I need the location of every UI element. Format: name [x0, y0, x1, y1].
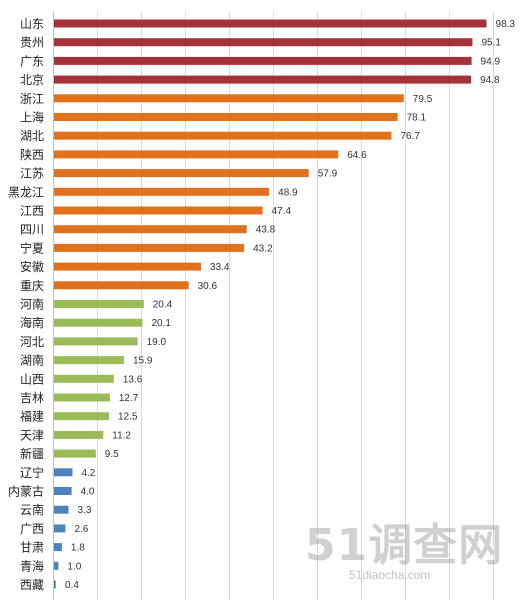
value-label: 4.0 — [81, 487, 95, 498]
category-label: 云南 — [20, 502, 44, 517]
bar — [54, 449, 96, 458]
bar — [54, 374, 114, 383]
value-label: 33.4 — [210, 262, 230, 273]
value-label: 48.9 — [278, 187, 298, 198]
category-label: 内蒙古 — [8, 484, 44, 499]
value-label: 95.1 — [481, 38, 501, 49]
bar — [54, 505, 69, 514]
category-label: 辽宁 — [20, 465, 44, 480]
category-label: 上海 — [20, 110, 44, 125]
value-label: 1.8 — [71, 543, 85, 554]
category-label: 海南 — [20, 315, 44, 330]
category-label: 天津 — [20, 428, 44, 442]
category-label: 山西 — [20, 372, 44, 386]
category-label: 江西 — [20, 204, 44, 218]
value-label: 11.2 — [112, 430, 131, 441]
value-labels: 98.3 95.1 94.9 94.8 79.5 78.1 76.7 64.6 57.9 48.9… — [65, 19, 515, 591]
value-label: 94.8 — [480, 75, 500, 86]
bar — [54, 262, 201, 271]
category-label: 广东 — [20, 54, 44, 68]
value-label: 43.8 — [256, 225, 276, 236]
bar — [54, 56, 472, 65]
bar — [54, 412, 109, 421]
bars — [54, 19, 487, 589]
category-label: 江苏 — [20, 167, 44, 181]
value-label: 13.6 — [123, 374, 143, 385]
category-label: 黑龙江 — [8, 185, 44, 199]
value-label: 12.5 — [118, 412, 138, 423]
bar — [54, 281, 189, 290]
value-label: 98.3 — [496, 19, 516, 30]
value-label: 79.5 — [413, 94, 433, 105]
bar — [54, 487, 72, 495]
category-label: 陕西 — [20, 147, 44, 162]
value-label: 64.6 — [347, 150, 367, 161]
bar — [54, 300, 144, 308]
value-label: 4.2 — [81, 468, 95, 479]
bar — [54, 543, 62, 552]
category-label: 河北 — [20, 335, 44, 349]
bar — [54, 150, 339, 159]
value-label: 94.9 — [481, 56, 501, 67]
bar — [54, 430, 104, 439]
bar — [54, 94, 404, 103]
category-label: 北京 — [20, 73, 44, 87]
value-label: 43.2 — [253, 243, 273, 254]
category-label: 福建 — [20, 409, 44, 424]
value-label: 30.6 — [198, 281, 218, 292]
bar — [54, 393, 110, 402]
category-label: 宁夏 — [20, 240, 44, 255]
bar — [54, 206, 263, 215]
value-label: 76.7 — [400, 131, 420, 142]
bar — [54, 561, 59, 570]
bar — [54, 38, 473, 47]
bar — [54, 113, 398, 121]
grid-lines — [53, 12, 494, 600]
category-label: 湖南 — [20, 353, 44, 368]
category-label: 青海 — [20, 558, 44, 573]
value-label: 1.0 — [67, 561, 81, 572]
category-label: 河南 — [20, 297, 44, 312]
value-label: 78.1 — [407, 113, 427, 124]
value-label: 47.4 — [272, 206, 292, 217]
value-label: 2.6 — [74, 524, 88, 535]
category-label: 吉林 — [20, 391, 44, 405]
category-label: 西藏 — [20, 578, 44, 592]
category-labels: 山东贵州广东北京浙江上海湖北陕西江苏黑龙江江西四川宁夏安徽重庆河南海南河北湖南山… — [8, 17, 44, 592]
category-label: 广西 — [20, 522, 44, 536]
bar — [54, 243, 245, 252]
bar — [54, 318, 143, 327]
value-label: 0.4 — [65, 580, 79, 591]
category-label: 贵州 — [20, 36, 44, 50]
value-label: 9.5 — [105, 449, 119, 460]
bar — [54, 187, 270, 196]
value-label: 3.3 — [78, 505, 92, 516]
bar — [54, 75, 472, 84]
bar — [54, 337, 138, 346]
bar — [54, 356, 124, 365]
bar — [54, 169, 309, 178]
value-label: 57.9 — [318, 169, 338, 180]
value-label: 12.7 — [119, 393, 139, 404]
category-label: 新疆 — [20, 446, 44, 461]
bar — [54, 580, 56, 589]
bar — [54, 131, 392, 140]
category-label: 重庆 — [20, 279, 44, 293]
category-label: 甘肃 — [20, 541, 44, 555]
category-label: 安徽 — [20, 259, 44, 274]
category-label: 浙江 — [20, 92, 44, 106]
bar — [54, 468, 73, 477]
category-label: 山东 — [20, 17, 44, 31]
bar — [54, 19, 487, 28]
bar — [54, 225, 247, 234]
bar — [54, 524, 66, 533]
category-label: 湖北 — [20, 128, 44, 143]
value-label: 20.4 — [153, 300, 173, 311]
value-label: 15.9 — [133, 356, 153, 367]
category-label: 四川 — [20, 223, 44, 237]
value-label: 19.0 — [147, 337, 167, 348]
value-label: 20.1 — [151, 318, 171, 329]
